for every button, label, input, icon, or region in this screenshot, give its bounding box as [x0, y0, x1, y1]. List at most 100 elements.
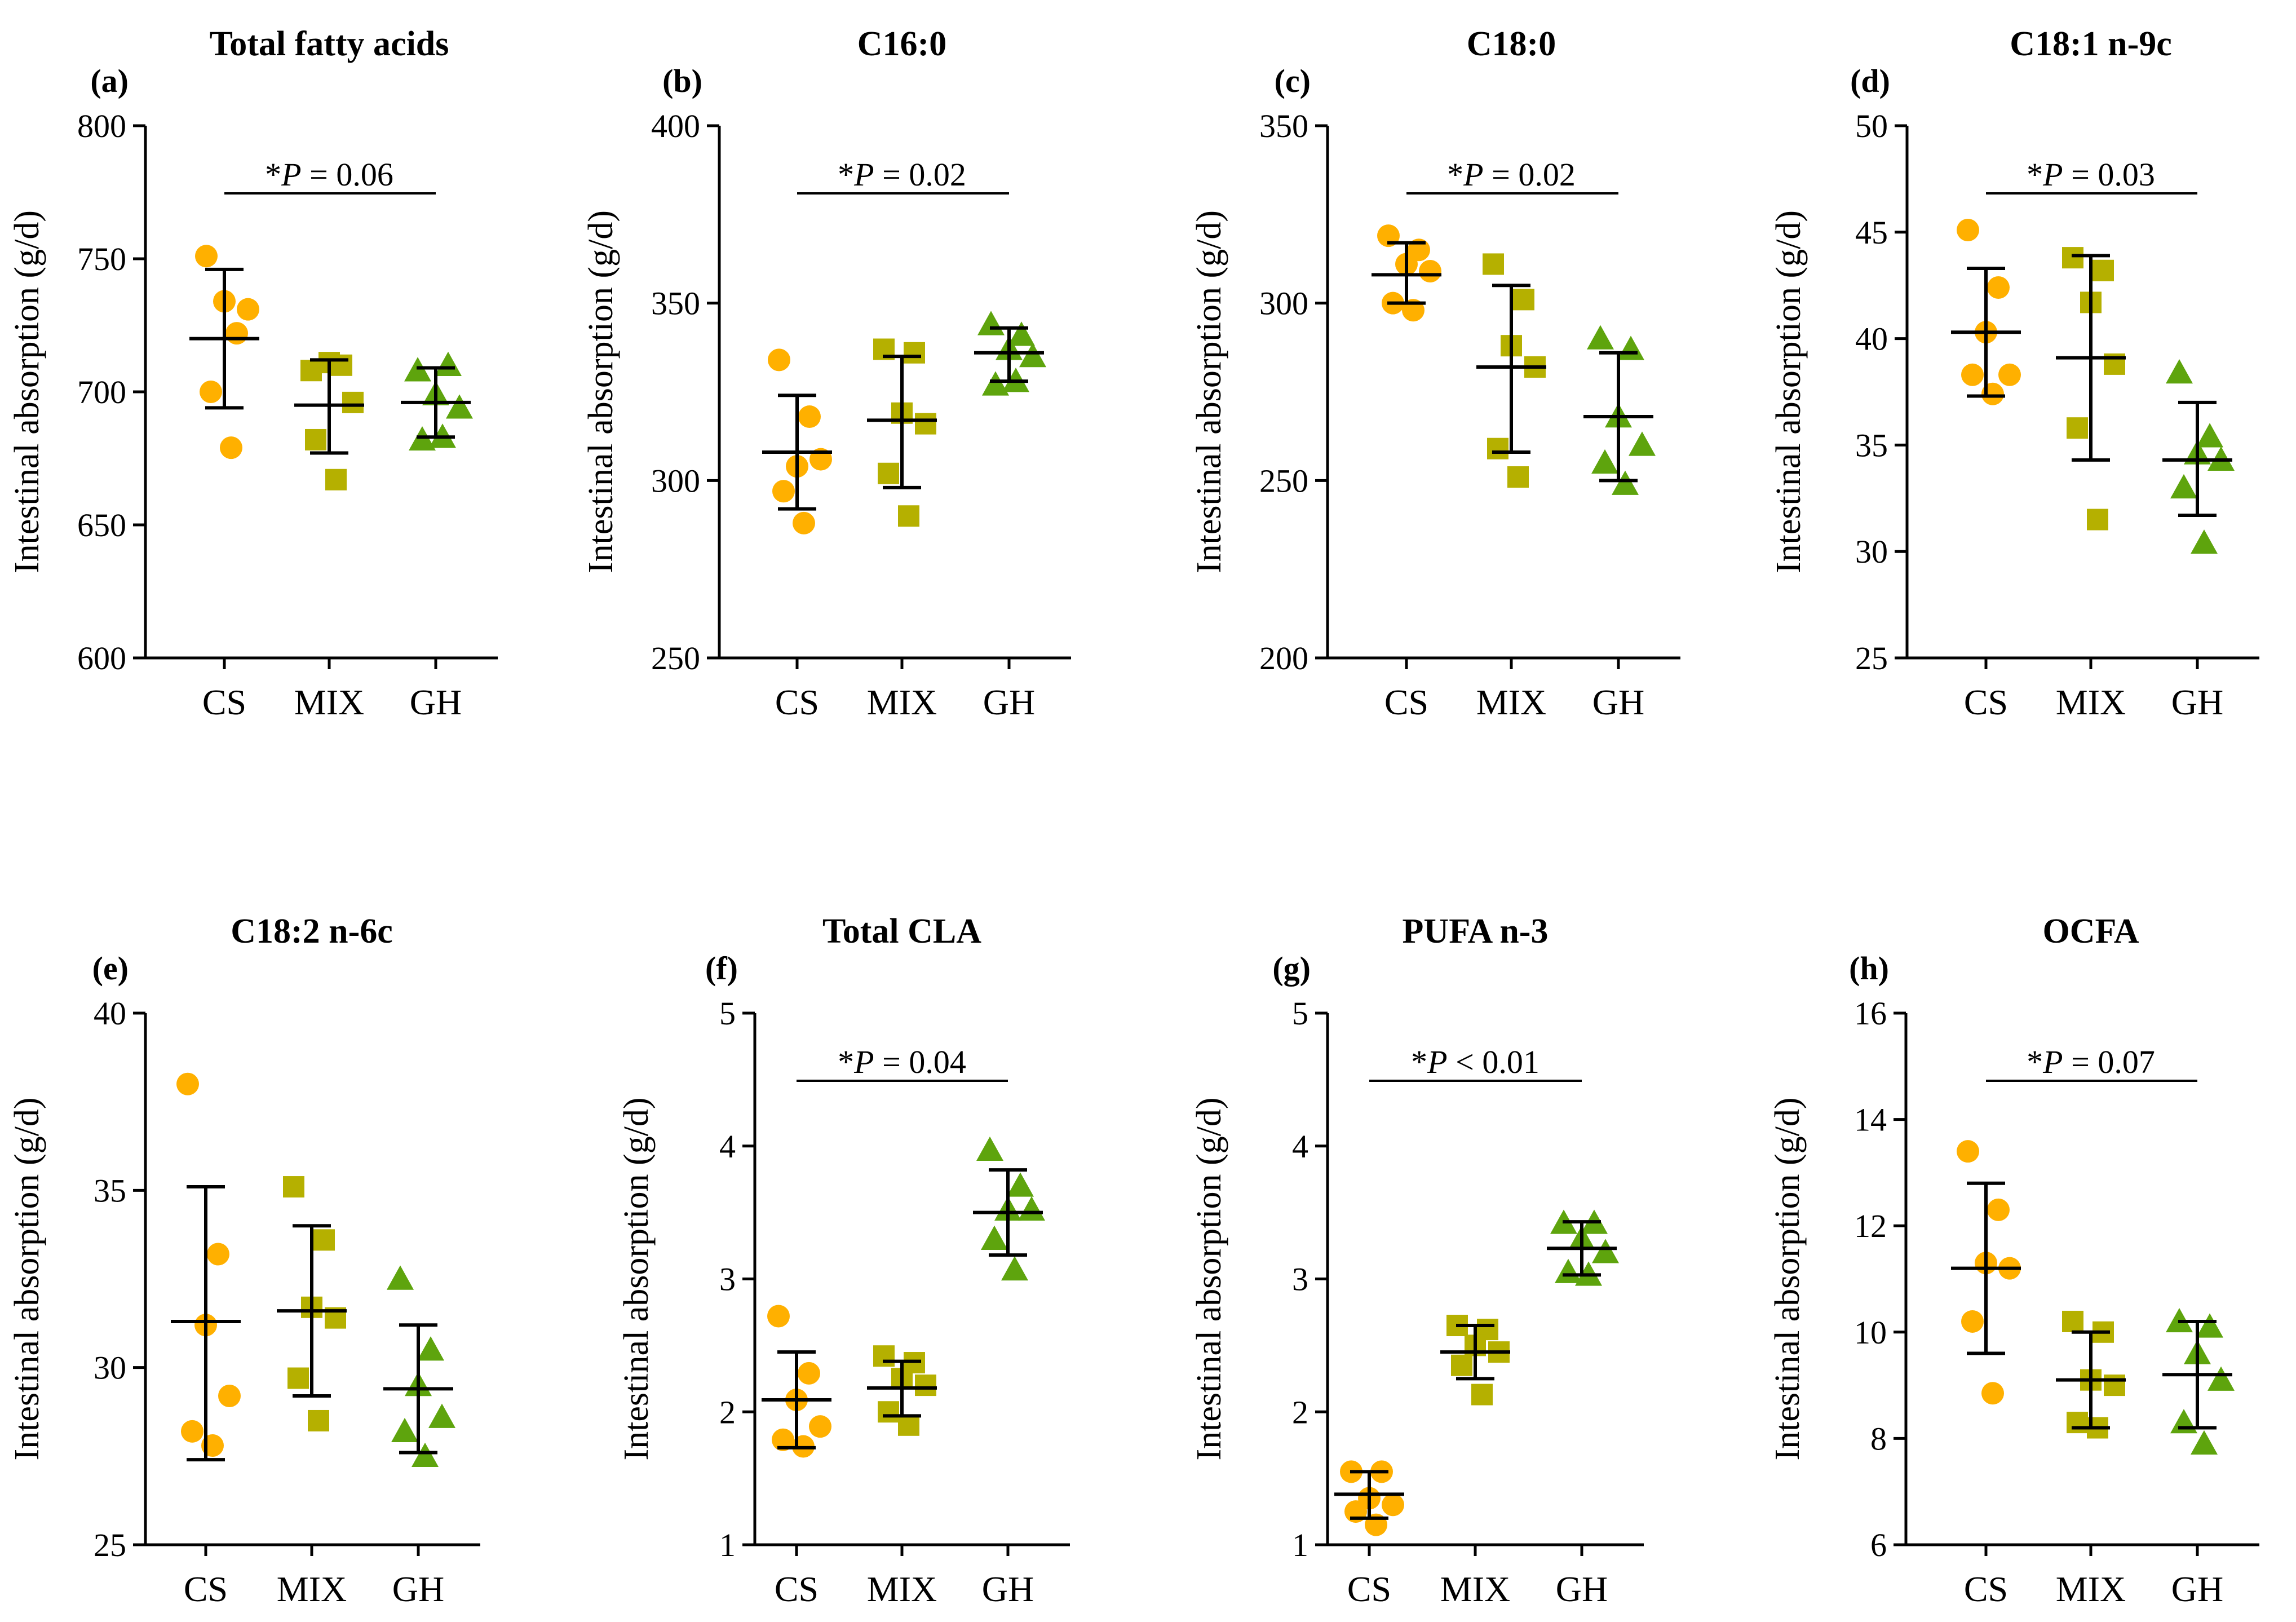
data-point-mix [915, 413, 936, 435]
data-point-cs [200, 381, 222, 403]
x-tick-label-mix: MIX [2056, 1569, 2126, 1609]
data-point-mix [2067, 1412, 2088, 1434]
y-axis-label: Intestinal absorption (g/d) [1768, 1098, 1807, 1461]
y-tick-label: 250 [1259, 462, 1308, 499]
data-point-mix [915, 1374, 936, 1396]
chart-panel-e: C18:2 n-6c (e) Intestinal absorption (g/d)… [8, 912, 480, 1609]
y-tick-label: 6 [1870, 1527, 1887, 1563]
x-tick-label-gh: GH [2171, 1569, 2223, 1609]
significance-label: *P = 0.06 [265, 156, 393, 193]
data-point-gh [2196, 1313, 2223, 1338]
y-tick-label: 300 [651, 462, 700, 499]
data-point-cs [1961, 1310, 1984, 1333]
y-tick-label: 35 [1855, 427, 1888, 463]
data-point-cs [1998, 363, 2021, 386]
data-point-gh [982, 371, 1009, 396]
x-tick-label-cs: CS [775, 1569, 819, 1609]
y-tick-label: 350 [651, 285, 700, 322]
data-point-gh [1629, 431, 1656, 456]
y-tick-label: 35 [94, 1172, 126, 1209]
chart-panel-g: PUFA n-3 (g) Intestinal absorption (g/d) 1 2… [1190, 912, 1644, 1609]
data-point-mix [305, 428, 326, 450]
data-point-mix [2104, 1374, 2125, 1396]
y-tick-label: 750 [77, 241, 126, 277]
y-tick-label: 30 [1855, 533, 1888, 570]
data-point-cs [225, 322, 248, 345]
data-point-mix [313, 1229, 335, 1251]
chart-title: OCFA [2042, 912, 2139, 951]
data-point-cs [798, 405, 821, 428]
x-tick-label-cs: CS [1964, 682, 2008, 722]
y-tick-label: 25 [1855, 640, 1888, 677]
data-point-gh [2191, 1430, 2218, 1455]
data-point-mix [1487, 437, 1508, 459]
y-tick-label: 4 [1292, 1128, 1308, 1165]
significance-label: *P = 0.03 [2027, 156, 2155, 193]
data-point-gh [412, 1442, 439, 1468]
data-point-gh [1007, 1172, 1034, 1197]
chart-title: C18:2 n-6c [231, 912, 393, 951]
y-axis-label: Intestinal absorption (g/d) [8, 210, 46, 573]
data-point-gh [1018, 1196, 1045, 1221]
y-tick-label: 700 [77, 374, 126, 410]
data-point-gh [417, 1336, 444, 1361]
data-point-gh [391, 1417, 418, 1443]
significance-label: *P = 0.02 [1447, 156, 1576, 193]
data-point-gh [435, 351, 462, 376]
data-point-cs [1981, 1382, 2004, 1405]
x-tick-label-mix: MIX [1440, 1569, 1510, 1609]
y-tick-label: 40 [1855, 321, 1888, 357]
chart-title: C16:0 [857, 25, 946, 63]
y-tick-label: 250 [651, 640, 700, 677]
chart-panel-h: OCFA (h) Intestinal absorption (g/d) 6 8 10 12… [1768, 912, 2259, 1609]
significance-label: *P = 0.04 [838, 1044, 966, 1080]
data-point-cs [1419, 260, 1441, 283]
data-point-gh [2207, 1366, 2235, 1391]
x-tick-label-gh: GH [1592, 682, 1644, 722]
data-point-cs [1957, 219, 1979, 242]
data-point-mix [300, 360, 322, 382]
data-point-cs [772, 480, 795, 503]
data-point-mix [1483, 253, 1504, 275]
data-point-cs [176, 1072, 199, 1095]
x-tick-label-gh: GH [983, 682, 1035, 722]
data-point-cs [195, 245, 218, 268]
x-tick-label-mix: MIX [2056, 682, 2126, 722]
data-point-gh [1008, 321, 1035, 346]
y-tick-label: 200 [1259, 640, 1308, 677]
data-point-mix [308, 1409, 329, 1431]
y-tick-label: 45 [1855, 214, 1888, 251]
data-point-mix [1471, 1384, 1493, 1406]
y-tick-label: 3 [1292, 1261, 1308, 1298]
data-point-mix [2092, 259, 2114, 281]
data-point-mix [898, 505, 919, 527]
data-point-gh [1592, 1239, 1619, 1263]
x-tick-label-cs: CS [202, 682, 246, 722]
x-tick-label-cs: CS [1964, 1569, 2008, 1609]
y-axis-label: Intestinal absorption (g/d) [1190, 1098, 1228, 1461]
data-point-cs [768, 348, 790, 372]
y-tick-label: 25 [94, 1527, 126, 1563]
data-point-gh [387, 1265, 414, 1290]
data-point-mix [2062, 247, 2083, 269]
y-tick-label: 350 [1259, 108, 1308, 144]
data-point-cs [207, 1243, 229, 1266]
data-point-mix [878, 462, 899, 484]
chart-title: C18:0 [1467, 25, 1556, 63]
data-point-cs [809, 1415, 831, 1438]
y-axis-label: Intestinal absorption (g/d) [8, 1098, 46, 1461]
chart-panel-f: Total CLA (f) Intestinal absorption (g/d) 1… [617, 912, 1070, 1609]
chart-title: Total CLA [822, 912, 981, 951]
data-point-mix [904, 342, 925, 364]
y-tick-label: 5 [719, 995, 736, 1032]
data-point-mix [325, 469, 347, 490]
panel-label: (c) [1275, 63, 1311, 99]
data-point-mix [873, 1345, 895, 1367]
panel-label: (f) [705, 950, 738, 987]
data-point-gh [1019, 343, 1046, 368]
chart-panel-a: Total fatty acids (a) Intestinal absorptio… [8, 25, 498, 722]
data-point-mix [1507, 466, 1529, 488]
data-point-gh [2166, 359, 2193, 384]
x-tick-label-gh: GH [982, 1569, 1034, 1609]
